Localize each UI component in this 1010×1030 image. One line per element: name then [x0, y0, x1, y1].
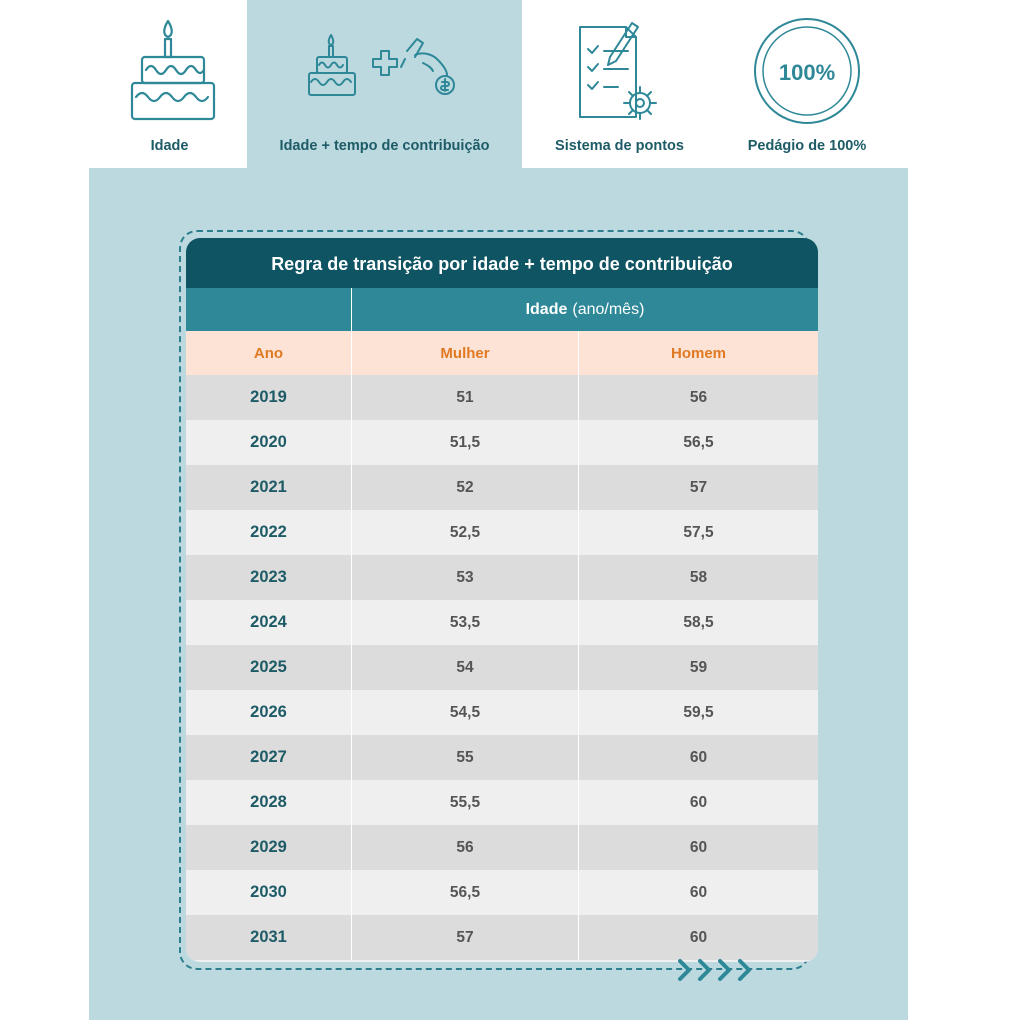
tab-label: Pedágio de 100%	[747, 138, 867, 154]
checklist-gear-icon	[522, 14, 717, 126]
table-row: 2028 55,5 60	[186, 780, 818, 825]
cell-ano: 2027	[186, 735, 352, 780]
cell-mulher: 51,5	[352, 420, 579, 465]
table-row: 2019 51 56	[186, 375, 818, 420]
table-group-header: Idade (ano/mês)	[186, 288, 818, 331]
column-header-mulher: Mulher	[352, 331, 579, 375]
cell-mulher: 55,5	[352, 780, 579, 825]
cell-mulher: 56	[352, 825, 579, 870]
group-header-idade: Idade (ano/mês)	[352, 288, 818, 331]
cell-ano: 2026	[186, 690, 352, 735]
table-row: 2026 54,5 59,5	[186, 690, 818, 735]
cell-homem: 60	[689, 928, 708, 946]
cell-homem: 58,5	[683, 613, 714, 631]
cell-homem: 58	[689, 568, 708, 586]
table-row: 2025 54 59	[186, 645, 818, 690]
cell-ano: 2031	[186, 915, 352, 960]
cell-homem: 57,5	[683, 523, 714, 541]
table-row: 2024 53,5 58,5	[186, 600, 818, 645]
cell-homem: 57	[689, 478, 708, 496]
birthday-cake-icon	[92, 14, 247, 126]
column-header-ano: Ano	[186, 331, 352, 375]
cell-homem: 60	[689, 793, 708, 811]
cell-ano: 2020	[186, 420, 352, 465]
hundred-percent-badge-icon: 100%	[717, 14, 897, 126]
cell-mulher: 55	[352, 735, 579, 780]
forward-arrows-icon	[676, 957, 756, 988]
tab-label: Idade + tempo de contribuição	[279, 138, 490, 154]
cell-ano: 2030	[186, 870, 352, 915]
cell-homem: 60	[689, 883, 708, 901]
cell-homem: 60	[689, 838, 708, 856]
cell-homem: 56,5	[683, 433, 714, 451]
table-row: 2027 55 60	[186, 735, 818, 780]
cell-mulher: 52	[352, 465, 579, 510]
cell-mulher: 53,5	[352, 600, 579, 645]
tab-sistema-de-pontos[interactable]: Sistema de pontos	[522, 0, 717, 168]
cell-mulher: 54,5	[352, 690, 579, 735]
cell-ano: 2021	[186, 465, 352, 510]
table-row: 2023 53 58	[186, 555, 818, 600]
badge-text: 100%	[778, 60, 836, 85]
tab-idade[interactable]: Idade	[92, 0, 247, 168]
cell-ano: 2024	[186, 600, 352, 645]
group-header-unit: (ano/mês)	[572, 300, 645, 318]
cell-mulher: 53	[352, 555, 579, 600]
cell-ano: 2023	[186, 555, 352, 600]
cell-mulher: 52,5	[352, 510, 579, 555]
cell-mulher: 56,5	[352, 870, 579, 915]
group-header-bold: Idade	[525, 300, 568, 318]
table-row: 2020 51,5 56,5	[186, 420, 818, 465]
cell-mulher: 51	[352, 375, 579, 420]
cell-ano: 2029	[186, 825, 352, 870]
table-row: 2030 56,5 60	[186, 870, 818, 915]
group-header-blank	[186, 288, 352, 331]
cell-ano: 2025	[186, 645, 352, 690]
cell-homem: 60	[689, 748, 708, 766]
cell-ano: 2022	[186, 510, 352, 555]
table-column-headers: Ano Mulher Homem	[186, 331, 818, 375]
tab-pedagio-100[interactable]: 100% Pedágio de 100%	[717, 0, 897, 168]
tab-label: Sistema de pontos	[555, 138, 684, 154]
table-row: 2021 52 57	[186, 465, 818, 510]
table-row: 2029 56 60	[186, 825, 818, 870]
cell-ano: 2019	[186, 375, 352, 420]
transition-rule-table: Regra de transição por idade + tempo de …	[186, 238, 818, 962]
tab-idade-tempo-contribuicao[interactable]: Idade + tempo de contribuição	[247, 0, 522, 168]
tab-label: Idade	[150, 138, 189, 154]
cell-ano: 2028	[186, 780, 352, 825]
cell-homem: 59	[689, 658, 708, 676]
cell-mulher: 57	[352, 915, 579, 960]
cell-mulher: 54	[352, 645, 579, 690]
table-row: 2022 52,5 57,5	[186, 510, 818, 555]
cell-homem: 59,5	[683, 703, 714, 721]
table-body: 2019 51 56 2020 51,5 56,5 2021 52 57 2022 52,5 57,5…	[186, 375, 818, 960]
cell-homem: 56	[689, 388, 708, 406]
table-row: 2031 57 60	[186, 915, 818, 960]
table-title: Regra de transição por idade + tempo de …	[186, 238, 818, 288]
column-header-homem: Homem	[670, 344, 726, 362]
cake-plus-coin-icon	[247, 14, 522, 126]
